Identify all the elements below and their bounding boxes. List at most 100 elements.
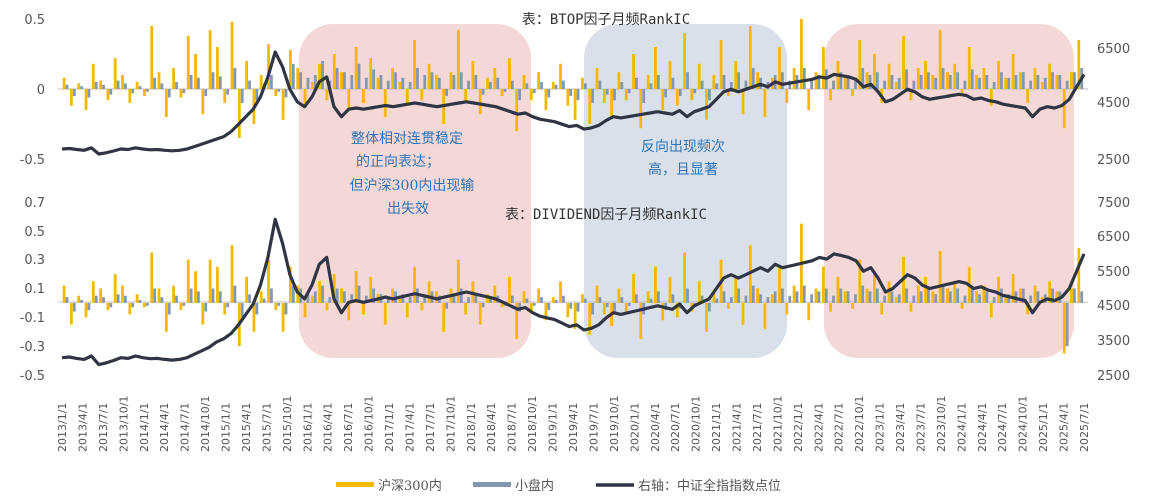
btop-hs300-bar [675, 89, 679, 106]
btop-smallcap-bar [678, 89, 682, 96]
dividend-hs300-bar [960, 302, 964, 309]
dividend-smallcap-bar [182, 302, 186, 306]
dividend-smallcap-bar [189, 288, 193, 303]
dividend-hs300-bar [712, 291, 716, 303]
dividend-hs300-bar [946, 288, 949, 303]
btop-smallcap-bar [875, 72, 879, 89]
dividend-hs300-bar [697, 281, 701, 303]
btop-smallcap-bar [343, 72, 346, 89]
btop-smallcap-bar [868, 75, 872, 89]
dividend-hs300-bar [683, 252, 686, 303]
dividend-right-axis: 7500 6500 5500 4500 3500 2500 [1097, 196, 1130, 384]
btop-smallcap-bar [861, 68, 865, 89]
btop-smallcap-bar [496, 77, 500, 89]
dividend-hs300-bar [785, 302, 789, 315]
btop-hs300-bar [332, 54, 336, 89]
btop-smallcap-bar [87, 89, 91, 98]
dividend-hs300-bar [668, 276, 672, 303]
x-tick-label: 2015/7/1 [260, 403, 273, 452]
dividend-hs300-bar [654, 266, 657, 303]
dividend-smallcap-bar [854, 294, 857, 303]
btop-smallcap-bar [591, 89, 595, 103]
btop-smallcap-bar [437, 77, 441, 89]
btop-hs300-bar [741, 89, 745, 115]
btop-smallcap-bar [116, 80, 120, 89]
dividend-hs300-bar [427, 281, 431, 303]
btop-ytick-mid: 0 [37, 83, 45, 98]
dividend-smallcap-bar [824, 288, 828, 303]
dividend-smallcap-bar [846, 291, 850, 303]
btop-smallcap-bar [306, 77, 310, 89]
x-tick-label: 2018/7/1 [506, 403, 519, 452]
dividend-hs300-bar [325, 302, 329, 311]
btop-smallcap-bar [613, 89, 616, 101]
x-tick-label: 2014/10/1 [199, 396, 212, 452]
dividend-hs300-bar [420, 302, 424, 311]
x-tick-label: 2017/10/1 [444, 396, 457, 452]
btop-y2tick-mid: 4500 [1097, 96, 1130, 111]
x-tick-label: 2024/10/1 [1017, 396, 1030, 452]
dividend-smallcap-bar [167, 302, 171, 315]
dividend-hs300-bar [836, 276, 840, 303]
btop-smallcap-bar [503, 89, 507, 92]
btop-hs300-bar [113, 58, 117, 89]
btop-hs300-bar [310, 82, 314, 89]
btop-hs300-bar [456, 30, 460, 89]
btop-smallcap-bar [751, 68, 755, 89]
btop-hs300-bar [522, 75, 526, 89]
x-tick-label: 2021/4/1 [731, 403, 744, 452]
btop-smallcap-bar [897, 77, 901, 89]
btop-hs300-bar [150, 26, 154, 89]
dividend-smallcap-bar [291, 285, 295, 303]
btop-smallcap-bar [854, 77, 857, 89]
dividend-smallcap-bar [985, 291, 989, 303]
btop-smallcap-bar [627, 89, 631, 94]
btop-smallcap-bar [992, 82, 996, 89]
dividend-hs300-bar [99, 288, 102, 303]
dividend-smallcap-bar [445, 302, 449, 309]
btop-smallcap-bar [554, 84, 558, 89]
btop-hs300-bar [179, 89, 183, 98]
dividend-smallcap-bar [109, 302, 113, 308]
dividend-smallcap-bar [423, 294, 427, 303]
btop-hs300-bar [1011, 54, 1015, 89]
dividend-smallcap-bar [270, 288, 273, 303]
btop-smallcap-bar [846, 75, 850, 89]
dividend-smallcap-bar [364, 295, 368, 303]
dividend-hs300-bar [1019, 288, 1022, 303]
btop-hs300-bar [172, 68, 175, 89]
btop-smallcap-bar [1036, 75, 1040, 89]
dividend-smallcap-bar [744, 295, 748, 303]
btop-smallcap-bar [394, 72, 397, 89]
dividend-hs300-bar [953, 281, 957, 303]
btop-hs300-bar [1070, 72, 1073, 89]
dividend-hs300-bar [201, 302, 205, 325]
dividend-hs300-bar [778, 266, 781, 303]
btop-smallcap-bar [569, 89, 573, 96]
x-tick-label: 2014/1/1 [138, 403, 151, 452]
btop-smallcap-bar [313, 75, 317, 89]
dividend-smallcap-bar [489, 297, 492, 303]
dividend-hs300-bar [121, 285, 124, 303]
dividend-y2tick-4500: 4500 [1097, 299, 1130, 314]
btop-hs300-bar [975, 75, 978, 89]
btop-hs300-bar [347, 89, 351, 110]
dividend-smallcap-bar [343, 291, 346, 303]
dividend-hs300-bar [106, 302, 110, 311]
dividend-smallcap-bar [934, 294, 938, 303]
dividend-hs300-bar [851, 302, 854, 309]
btop-smallcap-bar [934, 77, 938, 89]
dividend-hs300-bar [1055, 291, 1059, 303]
btop-smallcap-bar [284, 89, 288, 98]
x-tick-label: 2018/10/1 [526, 396, 539, 452]
btop-hs300-bar [91, 63, 95, 89]
btop-hs300-bar [690, 89, 694, 101]
btop-hs300-bar [1040, 82, 1044, 89]
dividend-smallcap-bar [211, 288, 215, 303]
btop-hs300-bar [814, 72, 818, 89]
dividend-hs300-bar [1077, 248, 1081, 303]
btop-hs300-bar [216, 47, 219, 89]
annotation-reverse-line1: 反向出现频次 [641, 139, 725, 155]
annotation-stable-line1: 整体相对连贯稳定 [351, 131, 463, 147]
btop-hs300-bar [478, 89, 482, 115]
